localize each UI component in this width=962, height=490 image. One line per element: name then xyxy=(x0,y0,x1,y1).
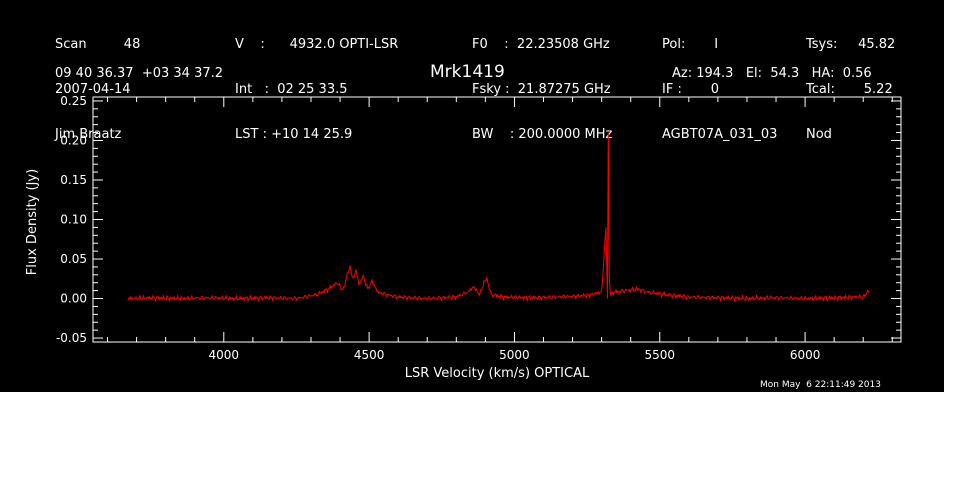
if-number: IF : 0 xyxy=(662,82,720,97)
lst: LST : +10 14 25.9 xyxy=(235,127,353,142)
sky-frequency: Fsky : 21.87275 GHz xyxy=(472,82,611,97)
bandwidth: BW : 200.0000 MHz xyxy=(472,127,613,142)
y-tick-label: 0.25 xyxy=(60,94,87,108)
y-tick-label: 0.20 xyxy=(60,133,87,147)
scan-info: Scan 48 2007-04-14 Jim Braatz xyxy=(55,7,140,157)
project-id: AGBT07A_031_03 xyxy=(662,127,778,142)
proc-type: Nod xyxy=(806,127,832,142)
source-name: Mrk1419 xyxy=(430,62,505,82)
polarization-info: Pol: I IF : 0 AGBT07A_031_03 xyxy=(662,7,777,157)
tcal: Tcal: 5.22 xyxy=(806,82,893,97)
frequency-info: F0 : 22.23508 GHz Fsky : 21.87275 GHz BW… xyxy=(472,7,612,157)
az-el-ha: Az: 194.3 El: 54.3 HA: 0.56 xyxy=(672,66,872,81)
y-axis-label: Flux Density (Jy) xyxy=(25,169,40,275)
rest-frequency: F0 : 22.23508 GHz xyxy=(472,37,610,52)
y-tick-label: 0.10 xyxy=(60,213,87,227)
y-tick-labels: -0.05 0.00 0.05 0.10 0.15 0.20 0.25 xyxy=(56,94,87,345)
x-tick-label: 5500 xyxy=(644,348,675,362)
y-tick-label: 0.00 xyxy=(60,292,87,306)
x-tick-label: 5000 xyxy=(499,348,530,362)
x-tick-label: 4500 xyxy=(354,348,385,362)
tsys: Tsys: 45.82 xyxy=(806,37,896,52)
integration: Int : 02 25 33.5 xyxy=(235,82,348,97)
spectrum-line xyxy=(127,132,870,303)
plot-window xyxy=(0,0,944,392)
polarization: Pol: I xyxy=(662,37,719,52)
observer: Jim Braatz xyxy=(55,127,122,142)
y-tick-label: -0.05 xyxy=(56,331,87,345)
axis-ticks xyxy=(93,97,901,342)
scan-number: Scan 48 xyxy=(55,37,141,52)
source-coordinates: 09 40 36.37 +03 34 37.2 xyxy=(55,66,224,81)
y-tick-label: 0.15 xyxy=(60,173,87,187)
x-tick-label: 4000 xyxy=(209,348,240,362)
y-tick-label: 0.05 xyxy=(60,252,87,266)
velocity-info: V : 4932.0 OPTI-LSR Int : 02 25 33.5 LST… xyxy=(235,7,398,157)
obs-date: 2007-04-14 xyxy=(55,82,131,97)
spectrum-chart: 4000 4500 5000 5500 6000 -0.05 0.00 0.05 0.10 0.… xyxy=(25,94,902,381)
x-tick-label: 6000 xyxy=(790,348,821,362)
x-axis-label: LSR Velocity (km/s) OPTICAL xyxy=(405,366,590,381)
system-temp-info: Tsys: 45.82 Tcal: 5.22 Nod xyxy=(806,7,895,157)
plot-timestamp: Mon May 6 22:11:49 2013 xyxy=(760,380,881,390)
x-tick-labels: 4000 4500 5000 5500 6000 xyxy=(209,348,821,362)
plot-frame xyxy=(92,96,902,343)
velocity: V : 4932.0 OPTI-LSR xyxy=(235,37,399,52)
